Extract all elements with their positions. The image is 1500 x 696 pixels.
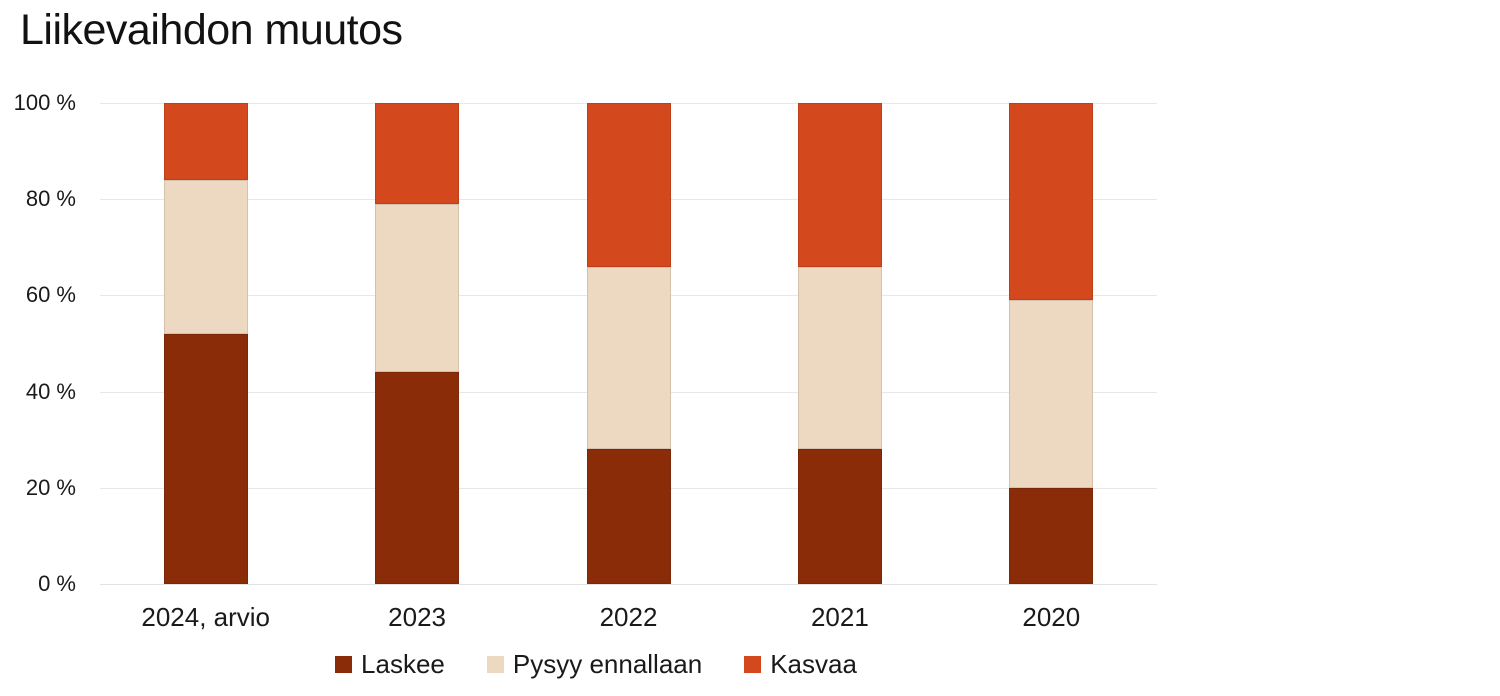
- x-axis-labels: 2024, arvio 2023 2022 2021 2020: [0, 601, 1500, 635]
- ytick-label: 80 %: [25, 186, 76, 212]
- bar-2023: [375, 103, 460, 584]
- legend-label: Kasvaa: [770, 649, 857, 679]
- bar-segment-kasvaa: [163, 103, 248, 180]
- legend-label: Pysyy ennallaan: [512, 649, 703, 679]
- legend-item-kasvaa: Kasvaa: [744, 649, 857, 679]
- y-axis-labels: 0 % 20 % 40 % 60 % 80 % 100 %: [0, 90, 76, 596]
- xtick-label: 2024, arvio: [141, 602, 271, 632]
- bar-segment-pysyy-ennallaan: [163, 179, 248, 334]
- gridline-0: [100, 584, 1157, 585]
- bar-segment-laskee: [375, 372, 460, 584]
- chart-title: Liikevaihdon muutos: [20, 6, 403, 54]
- bar-segment-kasvaa: [797, 103, 882, 267]
- bar-segment-laskee: [797, 449, 882, 584]
- xtick-label: 2020: [1022, 602, 1081, 632]
- bar-segment-laskee: [586, 449, 671, 584]
- bar-2020: [1009, 103, 1094, 584]
- bar-2022: [586, 103, 671, 584]
- bar-2024, arvio: [163, 103, 248, 584]
- bar-segment-pysyy-ennallaan: [375, 204, 460, 373]
- ytick-label: 0 %: [38, 571, 76, 596]
- legend-swatch-kasvaa: [744, 655, 762, 673]
- bar-segment-kasvaa: [1009, 103, 1094, 301]
- legend-item-laskee: Laskee: [335, 649, 445, 679]
- ytick-label: 60 %: [25, 282, 76, 308]
- legend-swatch-laskee: [335, 655, 353, 673]
- bar-segment-pysyy-ennallaan: [797, 266, 882, 450]
- ytick-label: 20 %: [25, 474, 76, 500]
- legend-swatch-pysyy-ennallaan: [486, 655, 504, 673]
- legend-label: Laskee: [361, 649, 445, 679]
- xtick-label: 2021: [810, 602, 869, 632]
- legend-item-pysyy-ennallaan: Pysyy ennallaan: [486, 649, 703, 679]
- chart-legend: Laskee Pysyy ennallaan Kasvaa: [0, 649, 1192, 679]
- xtick-label: 2022: [599, 602, 658, 632]
- plot-area: [100, 103, 1157, 585]
- bar-segment-kasvaa: [375, 103, 460, 205]
- ytick-label: 40 %: [25, 378, 76, 404]
- bar-segment-kasvaa: [586, 103, 671, 267]
- bar-segment-pysyy-ennallaan: [586, 266, 671, 450]
- bar-segment-pysyy-ennallaan: [1009, 300, 1094, 488]
- bar-2021: [797, 103, 882, 584]
- bar-segment-laskee: [1009, 487, 1094, 584]
- bar-segment-laskee: [163, 333, 248, 584]
- ytick-label: 100 %: [13, 90, 76, 115]
- xtick-label: 2023: [388, 602, 447, 632]
